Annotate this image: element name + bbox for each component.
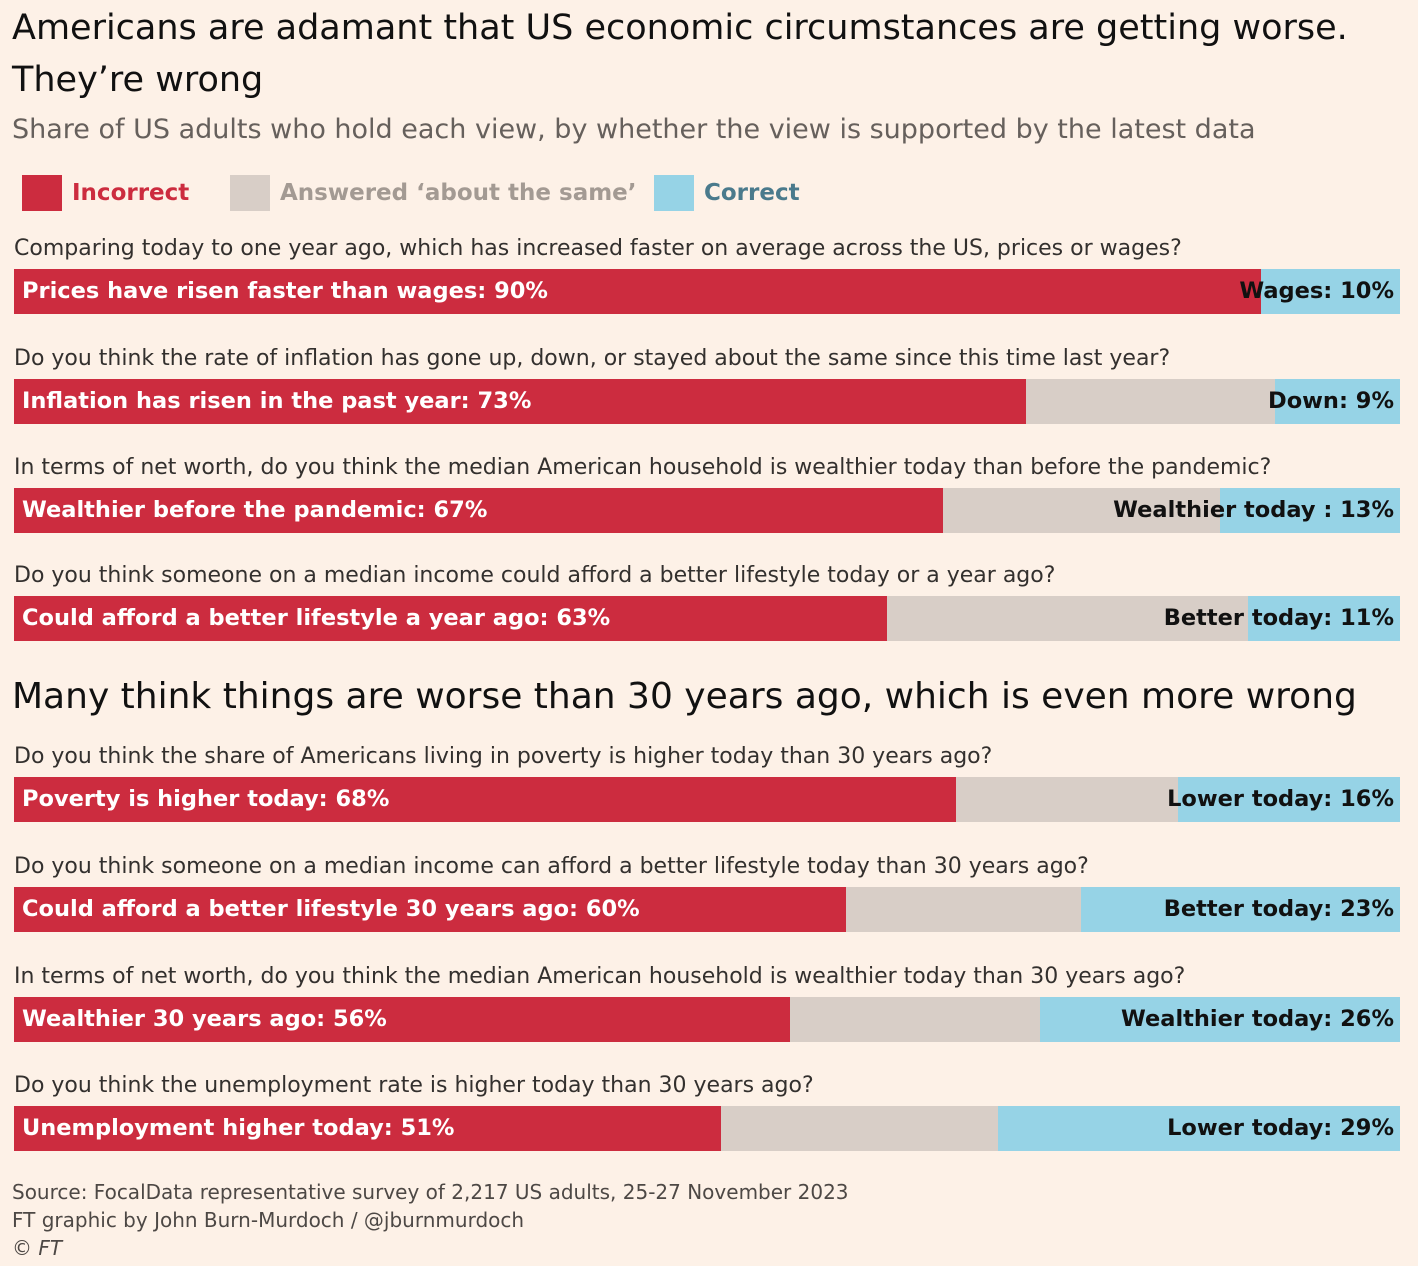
question-text: Do you think the share of Americans livi… xyxy=(14,744,993,769)
bar-segment-same xyxy=(845,887,1082,932)
bar-segment-incorrect xyxy=(14,488,943,533)
source-notes: Source: FocalData representative survey … xyxy=(12,1178,849,1262)
bar-segment-incorrect xyxy=(14,997,791,1042)
data-label-correct: Better today: 11% xyxy=(1163,605,1394,631)
data-label-incorrect: Wealthier before the pandemic: 67% xyxy=(22,497,488,523)
data-label-correct: Lower today: 16% xyxy=(1167,786,1394,812)
data-label-correct: Lower today: 29% xyxy=(1167,1115,1394,1141)
data-label-incorrect: Prices have risen faster than wages: 90% xyxy=(22,278,548,304)
source-line: Source: FocalData representative survey … xyxy=(12,1180,849,1204)
data-label-correct: Wages: 10% xyxy=(1239,278,1394,304)
data-label-incorrect: Unemployment higher today: 51% xyxy=(22,1115,455,1141)
section-2-title: Many think things are worse than 30 year… xyxy=(12,676,1357,717)
bar-row: Wealthier 30 years ago: 56% Wealthier tod… xyxy=(14,997,1400,1042)
bar-segment-incorrect xyxy=(14,269,1262,314)
bar-segment-correct xyxy=(1247,596,1400,641)
legend-swatch-correct xyxy=(654,174,694,211)
chart-title: Americans are adamant that US economic c… xyxy=(12,8,1348,100)
question-text: Do you think the rate of inflation has g… xyxy=(14,346,1171,371)
bar-segment-incorrect xyxy=(14,887,846,932)
question-text: In terms of net worth, do you think the … xyxy=(14,455,1272,480)
bar-segment-correct xyxy=(998,1106,1400,1151)
data-label-correct: Better today: 23% xyxy=(1163,896,1394,922)
data-label-incorrect: Could afford a better lifestyle a year a… xyxy=(22,605,611,631)
bar-segment-same xyxy=(720,1106,999,1151)
bar-segment-correct xyxy=(1219,488,1400,533)
bar-segment-correct xyxy=(1261,269,1400,314)
question-text: Do you think someone on a median income … xyxy=(14,563,1056,588)
data-label-incorrect: Poverty is higher today: 68% xyxy=(22,786,390,812)
bar-row: Unemployment higher today: 51% Lower toda… xyxy=(14,1106,1400,1151)
data-label-correct: Wealthier today : 13% xyxy=(1113,497,1394,523)
bar-segment-incorrect xyxy=(14,379,1026,424)
bar-row: Wealthier before the pandemic: 67% Wealth… xyxy=(14,488,1400,533)
question-text: Comparing today to one year ago, which h… xyxy=(14,236,1182,261)
bar-segment-same xyxy=(956,777,1179,822)
bar-segment-correct xyxy=(1081,887,1400,932)
bar-segment-same xyxy=(1025,379,1276,424)
data-label-incorrect: Could afford a better lifestyle 30 years… xyxy=(22,896,640,922)
legend-swatch-incorrect xyxy=(22,174,62,211)
bar-row: Prices have risen faster than wages: 90%… xyxy=(14,269,1400,314)
bar-segment-incorrect xyxy=(14,596,888,641)
data-label-incorrect: Inflation has risen in the past year: 73… xyxy=(22,388,532,414)
legend-swatch-same xyxy=(230,174,270,211)
legend-item-incorrect: Incorrect xyxy=(22,174,189,211)
chart-subtitle: Share of US adults who hold each view, b… xyxy=(12,114,1256,145)
data-label-incorrect: Wealthier 30 years ago: 56% xyxy=(22,1006,387,1032)
credit-line: FT graphic by John Burn-Murdoch / @jburn… xyxy=(12,1208,525,1232)
data-label-correct: Down: 9% xyxy=(1268,388,1394,414)
legend-item-correct: Correct xyxy=(654,174,800,211)
bar-row: Could afford a better lifestyle a year a… xyxy=(14,596,1400,641)
bar-segment-incorrect xyxy=(14,1106,721,1151)
bar-segment-same xyxy=(790,997,1040,1042)
copyright-line: © FT xyxy=(12,1236,63,1260)
legend-label-same: Answered ‘about the same’ xyxy=(280,179,637,206)
bar-segment-correct xyxy=(1275,379,1400,424)
data-label-correct: Wealthier today: 26% xyxy=(1120,1006,1394,1032)
legend-label-correct: Correct xyxy=(704,179,800,206)
bar-segment-correct xyxy=(1039,997,1400,1042)
bar-segment-same xyxy=(887,596,1248,641)
question-text: Do you think the unemployment rate is hi… xyxy=(14,1073,814,1098)
question-text: In terms of net worth, do you think the … xyxy=(14,964,1186,989)
bar-row: Inflation has risen in the past year: 73… xyxy=(14,379,1400,424)
legend-label-incorrect: Incorrect xyxy=(72,179,190,206)
bar-segment-correct xyxy=(1178,777,1400,822)
bar-segment-same xyxy=(942,488,1220,533)
question-text: Do you think someone on a median income … xyxy=(14,854,1089,879)
bar-row: Poverty is higher today: 68% Lower today:… xyxy=(14,777,1400,822)
bar-segment-incorrect xyxy=(14,777,957,822)
bar-row: Could afford a better lifestyle 30 years… xyxy=(14,887,1400,932)
legend-item-same: Answered ‘about the same’ xyxy=(230,174,637,211)
